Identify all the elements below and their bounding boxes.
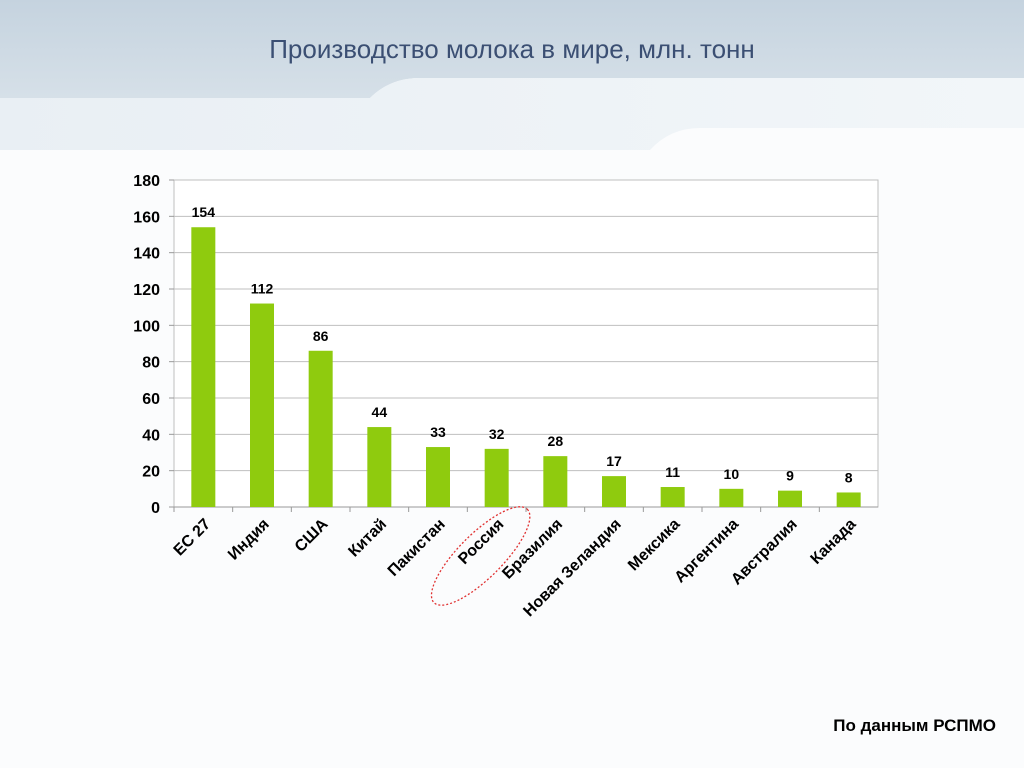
y-tick-label: 80 bbox=[142, 355, 160, 372]
y-tick-label: 0 bbox=[151, 500, 160, 517]
data-label: 86 bbox=[313, 328, 329, 344]
bar bbox=[308, 350, 333, 507]
category-label: Мексика bbox=[625, 516, 684, 575]
bar bbox=[191, 227, 216, 507]
category-label: Канада bbox=[808, 516, 860, 568]
bar bbox=[484, 448, 509, 507]
data-label: 9 bbox=[786, 468, 794, 484]
y-tick-label: 180 bbox=[133, 173, 160, 190]
bar bbox=[543, 456, 568, 507]
data-label: 28 bbox=[548, 433, 564, 449]
source-note: По данным РСПМО bbox=[833, 716, 996, 735]
data-label: 44 bbox=[372, 404, 388, 420]
category-label: Пакистан bbox=[385, 516, 449, 580]
category-label: Индия bbox=[225, 516, 273, 564]
bar bbox=[778, 490, 802, 507]
y-tick-label: 60 bbox=[142, 391, 160, 408]
data-label: 8 bbox=[845, 469, 853, 485]
data-label: 33 bbox=[430, 424, 446, 440]
y-tick-label: 140 bbox=[133, 246, 160, 263]
y-tick-label: 100 bbox=[133, 318, 160, 335]
bar bbox=[367, 427, 392, 507]
slide-title: Производство молока в мире, млн. тонн bbox=[269, 34, 755, 64]
y-tick-label: 160 bbox=[133, 209, 160, 226]
y-tick-label: 20 bbox=[142, 464, 160, 481]
highlight-ellipse bbox=[430, 506, 531, 606]
bar bbox=[719, 488, 744, 507]
data-label: 11 bbox=[665, 464, 680, 480]
category-label: ЕС 27 bbox=[171, 516, 215, 560]
bar bbox=[836, 492, 861, 507]
bar bbox=[602, 476, 626, 507]
data-label: 112 bbox=[251, 281, 274, 297]
category-label: Китай bbox=[345, 516, 390, 561]
data-label: 154 bbox=[192, 204, 216, 220]
bar bbox=[660, 487, 685, 507]
y-tick-label: 40 bbox=[142, 427, 160, 444]
plot-area bbox=[173, 179, 879, 508]
category-label: Новая Зеландия bbox=[520, 516, 624, 620]
category-label: США bbox=[292, 515, 332, 555]
bar bbox=[426, 447, 450, 507]
bar bbox=[250, 303, 274, 507]
y-tick-label: 120 bbox=[133, 282, 160, 299]
data-label: 17 bbox=[606, 453, 622, 469]
data-label: 32 bbox=[489, 426, 505, 442]
data-label: 10 bbox=[724, 466, 740, 482]
